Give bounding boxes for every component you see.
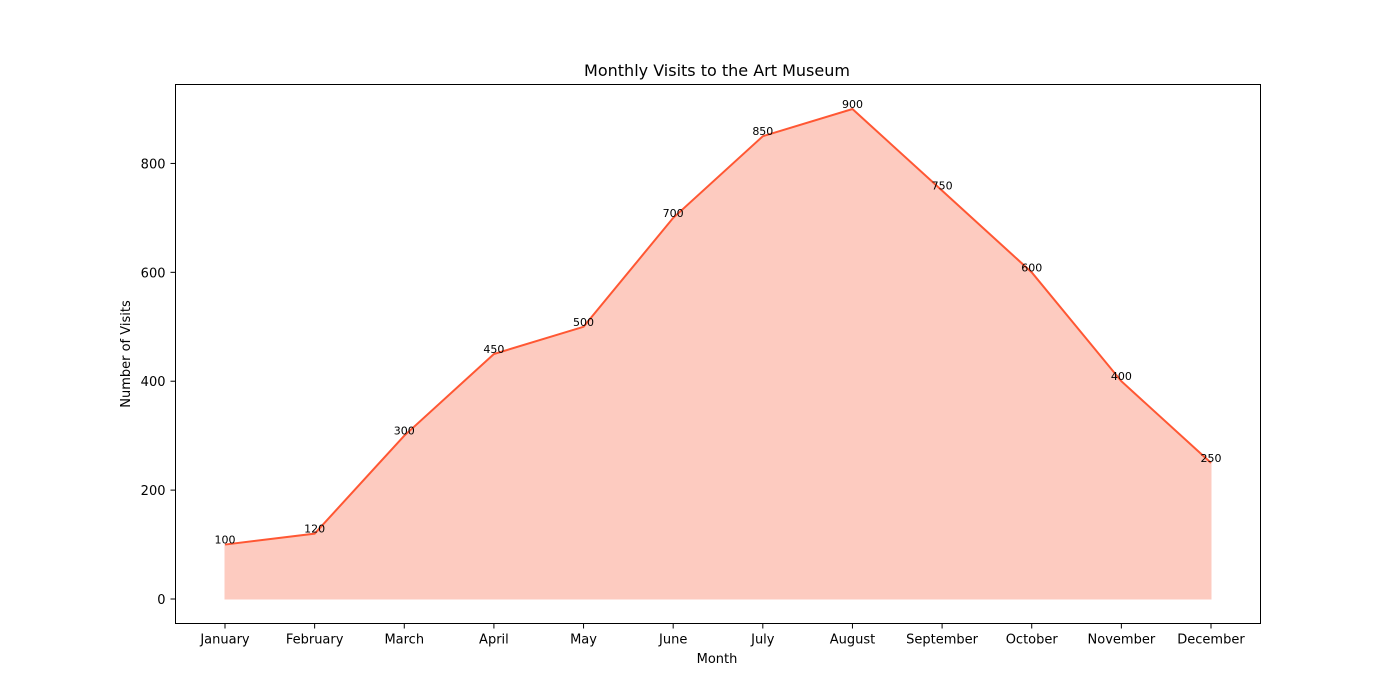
data-labels: 100 120 300 450 500 700 850 900 750 600 400 250 — [215, 98, 1222, 547]
data-label: 500 — [573, 316, 594, 329]
data-label: 900 — [842, 98, 863, 111]
data-label: 120 — [304, 523, 325, 536]
plot-frame — [175, 84, 1261, 624]
data-label: 300 — [394, 425, 415, 438]
data-label: 100 — [215, 534, 236, 547]
data-label: 250 — [1201, 452, 1222, 465]
x-tick-label: April — [479, 633, 509, 648]
data-label: 450 — [483, 343, 504, 356]
chart-title: Monthly Visits to the Art Museum — [584, 61, 850, 80]
x-tick-label: March — [384, 633, 424, 648]
data-label: 700 — [663, 207, 684, 220]
data-label: 750 — [932, 180, 953, 193]
x-tick-label: December — [1177, 633, 1245, 648]
y-tick-label: 600 — [141, 266, 166, 281]
x-tick-label: September — [906, 633, 979, 648]
x-axis-label: Month — [697, 652, 738, 667]
x-tick-label: July — [750, 633, 775, 648]
y-tick-label: 800 — [141, 157, 166, 172]
x-tick-label: February — [286, 633, 344, 648]
series-line — [224, 107, 1212, 546]
area-fill — [224, 108, 1212, 600]
data-label: 600 — [1021, 261, 1042, 274]
data-label: 400 — [1111, 370, 1132, 383]
y-tick-label: 0 — [157, 593, 165, 608]
x-tick-label: August — [830, 633, 876, 648]
x-tick-label: January — [199, 633, 250, 648]
y-tick-label: 200 — [141, 484, 166, 499]
data-label: 850 — [752, 125, 773, 138]
x-tick-label: October — [1006, 633, 1059, 648]
x-axis: January February March April May June July Augu… — [199, 623, 1245, 648]
x-tick-label: November — [1088, 633, 1156, 648]
plot-area: 100 120 300 450 500 700 850 900 750 600 400 250 — [215, 98, 1222, 600]
x-tick-label: May — [570, 633, 597, 648]
y-axis-label: Number of Visits — [119, 300, 134, 408]
y-axis: 0 200 400 600 800 — [141, 157, 176, 608]
x-tick-label: June — [658, 633, 687, 648]
y-tick-label: 400 — [141, 375, 166, 390]
